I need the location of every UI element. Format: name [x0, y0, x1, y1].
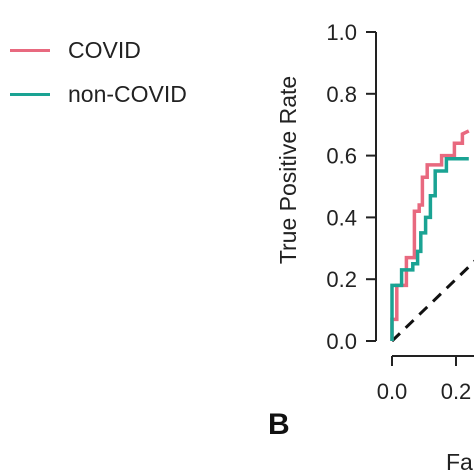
x-tick-label: 0.0: [377, 379, 408, 404]
diagonal-reference-line: [390, 259, 474, 343]
y-tick-label: 0.0: [326, 329, 357, 354]
legend-swatch: [10, 48, 50, 52]
legend: COVID non-COVID: [10, 36, 250, 126]
y-tick-label: 1.0: [326, 20, 357, 45]
legend-label: non-COVID: [68, 80, 187, 107]
y-tick-label: 0.4: [326, 205, 357, 230]
panel-label: B: [268, 408, 290, 441]
x-tick-label: 0.2: [441, 379, 472, 404]
series-line-covid: [390, 129, 470, 341]
legend-item: COVID: [10, 36, 250, 63]
y-axis-label: True Positive Rate: [275, 76, 301, 264]
y-tick-label: 0.2: [326, 267, 357, 292]
axes: 0.0 0.2 0.4 0.6 0.8 1.0 0.0 0.2: [326, 20, 474, 404]
x-axis-label: Fa: [446, 449, 473, 474]
y-tick-label: 0.8: [326, 82, 357, 107]
series-layer: [390, 129, 474, 343]
legend-label: COVID: [68, 36, 141, 63]
legend-item: non-COVID: [10, 80, 250, 107]
y-tick-label: 0.6: [326, 144, 357, 169]
legend-swatch: [10, 92, 50, 96]
series-line-non-covid: [390, 156, 469, 341]
